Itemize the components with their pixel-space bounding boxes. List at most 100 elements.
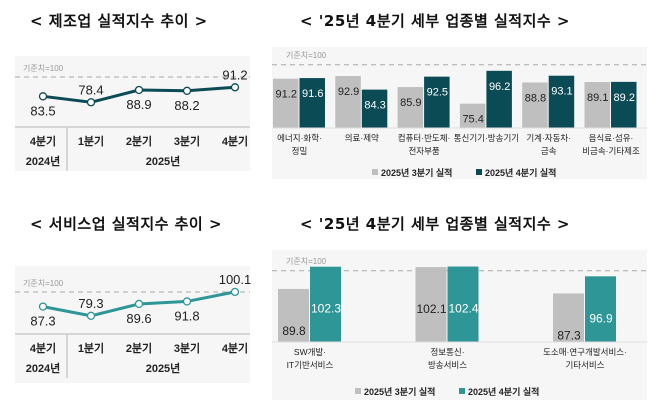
bar — [611, 81, 637, 128]
x-tick-label: 2분기 — [126, 134, 152, 148]
data-label: 91.2 — [222, 67, 247, 82]
x-tick-label: 컴퓨터·반도체· — [398, 133, 451, 143]
data-label: 102.3 — [311, 302, 341, 316]
data-label: 96.2 — [489, 81, 510, 93]
data-label: 100.1 — [219, 272, 252, 287]
data-point — [38, 92, 48, 101]
x-tick-label: 1분기 — [78, 341, 104, 355]
bar — [310, 266, 341, 342]
x-tick-label: 의료·제약 — [345, 133, 379, 143]
data-label: 91.2 — [276, 89, 297, 101]
data-point — [134, 299, 144, 309]
reference-label: 기준치=100 — [286, 257, 327, 266]
reference-label: 기준치=100 — [286, 51, 327, 60]
x-tick-label: 방송서비스 — [428, 360, 467, 370]
data-label: 88.9 — [126, 97, 151, 112]
data-label: 85.9 — [400, 97, 421, 109]
x-tick-label: 음식료·섬유· — [589, 133, 634, 143]
data-label: 75.4 — [462, 114, 483, 126]
bar — [553, 293, 584, 342]
data-point — [134, 85, 144, 95]
x-tick-label: 1분기 — [78, 134, 104, 148]
bar — [522, 82, 548, 128]
year-label: 2024년 — [26, 361, 61, 375]
bar — [273, 78, 299, 128]
year-label: 2025년 — [146, 154, 181, 168]
data-label: 87.3 — [30, 314, 55, 329]
bar — [459, 103, 486, 128]
bar — [361, 89, 388, 128]
chart-title-services: < 서비스업 실적지수 추이 > — [30, 215, 223, 233]
bar — [486, 70, 512, 128]
reference-label: 기준치=100 — [23, 64, 64, 73]
x-tick-label: 3분기 — [174, 134, 200, 148]
data-point — [230, 83, 240, 92]
chart-panel — [15, 56, 250, 171]
data-label: 89.1 — [587, 92, 608, 104]
legend-swatch — [372, 169, 378, 175]
bar — [585, 276, 616, 342]
x-tick-label: 4분기 — [222, 341, 248, 355]
x-tick-label: 4분기 — [30, 341, 56, 355]
data-label: 102.4 — [448, 302, 478, 316]
x-tick-label: 4분기 — [222, 134, 248, 148]
data-point — [182, 86, 192, 95]
bar — [424, 76, 450, 128]
legend-swatch — [476, 169, 482, 175]
bar — [584, 82, 610, 128]
bar — [447, 266, 479, 342]
data-point — [38, 302, 48, 311]
x-tick-label: 2분기 — [126, 341, 152, 355]
data-label: 87.3 — [557, 328, 581, 342]
legend-swatch — [459, 388, 465, 394]
data-label: 92.5 — [427, 87, 448, 99]
x-tick-label: 도소매·연구개발서비스· — [543, 347, 627, 357]
data-label: 89.8 — [282, 324, 306, 338]
bar — [415, 267, 447, 342]
bar — [397, 87, 424, 128]
bar — [548, 75, 575, 128]
data-point — [86, 98, 96, 107]
x-tick-label: IT기반서비스 — [287, 360, 334, 370]
data-label: 91.8 — [174, 308, 199, 323]
x-tick-label: 전자부품 — [408, 146, 439, 156]
legend-swatch — [355, 388, 361, 394]
x-tick-label: 3분기 — [174, 341, 200, 355]
x-tick-label: 비금속·기타제조 — [582, 146, 640, 156]
data-label: 88.2 — [174, 98, 199, 113]
data-point — [230, 287, 240, 297]
x-tick-label: SW개발· — [294, 347, 326, 357]
bar — [299, 78, 325, 128]
reference-label: 기준치=100 — [23, 279, 64, 288]
legend-label: 2025년 4분기 실적 — [485, 167, 556, 178]
x-tick-label: 통신기기·방송기기 — [454, 133, 519, 143]
data-label: 79.3 — [78, 296, 103, 311]
data-label: 96.9 — [589, 311, 613, 325]
data-label: 102.1 — [416, 302, 446, 316]
data-point — [182, 297, 192, 306]
bar — [335, 76, 361, 128]
data-label: 93.1 — [551, 86, 572, 98]
x-tick-label: 정보통신· — [430, 347, 464, 357]
chart-title-manufacturing: < 제조업 실적지수 추이 > — [30, 12, 208, 30]
data-label: 83.5 — [30, 103, 55, 118]
x-tick-label: 기계·자동차· — [526, 133, 571, 143]
data-point — [86, 311, 96, 320]
legend-label: 2025년 4분기 실적 — [468, 386, 539, 397]
data-label: 89.6 — [126, 311, 151, 326]
legend-label: 2025년 3분기 실적 — [364, 386, 435, 397]
year-label: 2024년 — [26, 154, 61, 168]
data-label: 89.2 — [614, 92, 635, 104]
x-tick-label: 정밀 — [292, 146, 308, 156]
data-label: 84.3 — [364, 100, 385, 112]
data-label: 78.4 — [78, 82, 103, 97]
chart-panel — [15, 266, 250, 383]
x-tick-label: 4분기 — [30, 134, 56, 148]
chart-title-manufacturing-sectors: < '25년 4분기 세부 업종별 실적지수 > — [300, 12, 570, 30]
data-label: 92.9 — [338, 86, 359, 98]
x-tick-label: 금속 — [541, 146, 557, 156]
year-label: 2025년 — [146, 361, 181, 375]
chart-title-services-sectors: < '25년 4분기 세부 업종별 실적지수 > — [300, 215, 570, 233]
legend-label: 2025년 3분기 실적 — [381, 167, 452, 178]
